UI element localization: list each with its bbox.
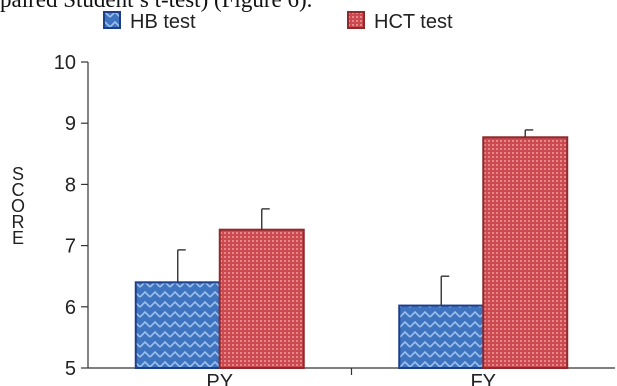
- caption-fragment: paired Student’s t-test) (Figure 6).: [0, 0, 312, 13]
- y-axis-label-letter: S: [12, 164, 24, 184]
- bar: [398, 304, 485, 369]
- y-tick-label: 10: [54, 52, 76, 74]
- y-tick-label: 5: [65, 358, 76, 380]
- y-tick-label: 8: [65, 174, 76, 196]
- x-tick-label: PY: [206, 371, 233, 386]
- chart-legend: HB test HCT test: [103, 11, 453, 33]
- bar: [134, 281, 221, 370]
- legend-swatch: [347, 11, 365, 29]
- legend-label: HCT test: [374, 11, 453, 33]
- chart-bars: [134, 129, 569, 370]
- legend-label: HB test: [130, 11, 196, 33]
- y-tick-label: 6: [65, 297, 76, 319]
- legend-swatch: [103, 11, 121, 29]
- bar: [482, 136, 569, 369]
- y-axis-label-letter: E: [12, 228, 24, 248]
- y-axis-label-letter: R: [12, 212, 25, 232]
- y-axis-label-letter: C: [12, 180, 25, 200]
- y-tick-label: 7: [65, 236, 76, 258]
- y-tick-label: 9: [65, 113, 76, 135]
- bar: [218, 228, 305, 369]
- y-axis-label-letter: O: [11, 196, 25, 216]
- x-tick-label: FY: [470, 371, 496, 386]
